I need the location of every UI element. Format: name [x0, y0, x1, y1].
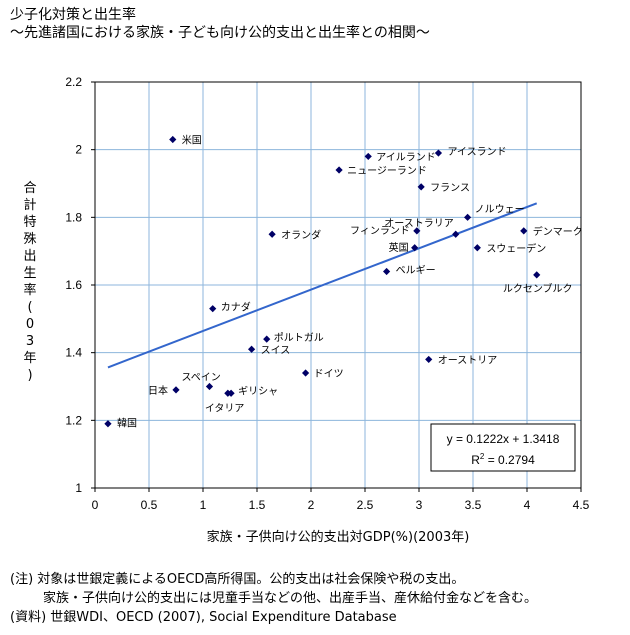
- trendline-equation: y = 0.1222x + 1.3418: [447, 432, 560, 446]
- trendline: [107, 202, 538, 369]
- data-point-label: オーストラリア: [384, 217, 454, 229]
- data-point-marker: [383, 267, 391, 276]
- x-tick-label: 1: [200, 498, 207, 512]
- x-tick-label: 4: [524, 498, 531, 512]
- data-point-marker: [434, 149, 443, 157]
- data-point-marker: [248, 345, 256, 353]
- data-point-label: 日本: [148, 384, 168, 397]
- y-axis-label-char: 生: [23, 266, 37, 281]
- data-point-marker: [473, 244, 481, 252]
- data-point-marker: [205, 382, 214, 391]
- data-point-marker: [172, 386, 180, 394]
- x-tick-label: 3.5: [465, 498, 482, 512]
- y-axis-label-char: 殊: [23, 232, 37, 247]
- y-axis-label-char: 0: [25, 317, 35, 332]
- data-point-label: スペイン: [181, 373, 220, 384]
- data-point-marker: [533, 271, 541, 279]
- data-point-label: アイスランド: [447, 146, 506, 158]
- data-point-label: ルクセンブルク: [503, 282, 573, 295]
- data-point-label: ドイツ: [314, 369, 344, 380]
- x-tick-label: 3: [416, 498, 423, 512]
- data-point-label: ノルウェー: [475, 203, 525, 215]
- y-tick-label: 2: [75, 143, 82, 157]
- notes: (注) 対象は世銀定義によるOECD高所得国。公的支出は社会保険や税の支出。 家…: [10, 570, 537, 627]
- y-axis-label-char: 年: [23, 351, 37, 366]
- data-point-label: カナダ: [221, 301, 251, 314]
- data-point-label: イタリア: [205, 402, 245, 414]
- y-tick-label: 2.2: [65, 75, 82, 89]
- data-point-marker: [411, 244, 419, 252]
- source-note: (資料) 世銀WDI、OECD (2007), Social Expenditu…: [10, 610, 397, 625]
- axis-ticks: 0 0.5 1 1.5 2 2.5 3 3.5 4 4.5 1 1.2 1.4 1.6 1.8 2 2.2: [65, 75, 589, 512]
- data-point-label: ベルギー: [396, 264, 436, 276]
- data-point-marker: [520, 227, 528, 235]
- data-point-marker: [268, 230, 276, 238]
- data-point-label: ギリシャ: [238, 385, 278, 397]
- y-axis-label-char: 率: [23, 283, 37, 298]
- y-axis-label-char: 合: [23, 181, 37, 196]
- y-axis-label-char: 計: [23, 198, 37, 213]
- data-point-marker: [263, 335, 271, 343]
- y-tick-label: 1.6: [65, 278, 82, 292]
- data-point-label: デンマーク: [533, 225, 583, 238]
- y-axis-label-char: 特: [23, 215, 37, 230]
- data-point-label: ポルトガル: [274, 332, 324, 344]
- data-point-label: フィンランド: [350, 225, 410, 237]
- data-point-label: ニュージーランド: [347, 165, 427, 177]
- x-tick-label: 0.5: [141, 498, 158, 512]
- data-point-marker: [224, 389, 232, 397]
- data-point-marker: [104, 420, 112, 428]
- x-tick-label: 4.5: [573, 498, 590, 512]
- x-axis-label: 家族・子供向け公的支出対GDP(%)(2003年): [207, 529, 470, 545]
- y-axis-label-char: 出: [23, 249, 37, 264]
- x-tick-label: 1.5: [249, 498, 266, 512]
- y-tick-label: 1.8: [65, 210, 82, 224]
- data-point-marker: [335, 166, 343, 174]
- data-point-label: スウェーデン: [486, 242, 546, 255]
- data-point-marker: [413, 227, 421, 235]
- y-axis-label-char: (: [27, 300, 33, 315]
- note-2: 家族・子供向け公的支出には児童手当などの他、出産手当、産休給付金などを含む。: [43, 591, 538, 606]
- x-tick-label: 0: [92, 498, 99, 512]
- trendline-group: [107, 202, 538, 369]
- chart-subtitle: ～先進諸国における家族・子ども向け公的支出と出生率との相関～: [10, 25, 430, 41]
- data-point-label: 英国: [389, 241, 409, 254]
- data-point-marker: [452, 230, 460, 238]
- data-point-marker: [464, 213, 472, 221]
- data-point-label: フランス: [430, 182, 470, 194]
- data-point-label: 米国: [182, 134, 202, 147]
- data-point-marker: [302, 369, 310, 377]
- note-1: (注) 対象は世銀定義によるOECD高所得国。公的支出は社会保険や税の支出。: [10, 572, 465, 587]
- data-point-label: スイス: [261, 345, 291, 356]
- data-point-marker: [425, 355, 433, 364]
- x-tick-label: 2: [308, 498, 315, 512]
- y-tick-label: 1.2: [65, 413, 82, 427]
- y-tick-label: 1.4: [65, 346, 82, 360]
- data-point-marker: [169, 135, 177, 144]
- y-tick-label: 1: [75, 481, 82, 495]
- data-point-label: オーストリア: [438, 354, 498, 366]
- x-tick-label: 2.5: [357, 498, 374, 512]
- y-axis-label: 合計特殊出生率 (0 3 年): [22, 180, 38, 384]
- data-point-marker: [417, 183, 425, 191]
- equation-box: y = 0.1222x + 1.3418 R2 = 0.2794: [430, 423, 576, 472]
- data-point-label: 韓国: [117, 418, 137, 430]
- r-squared: R2 = 0.2794: [471, 452, 535, 467]
- data-point-label: アイルランド: [376, 151, 436, 163]
- data-point-marker: [209, 305, 217, 313]
- y-axis-label-char: ): [27, 368, 33, 383]
- y-axis-label-char: 3: [25, 334, 35, 349]
- chart-title: 少子化対策と出生率: [10, 7, 136, 23]
- data-point-label: オランダ: [281, 228, 321, 241]
- data-point-marker: [364, 152, 372, 161]
- scatter-chart: 0 0.5 1 1.5 2 2.5 3 3.5 4 4.5 1 1.2 1.4 1.6 1.8 2 2.2 米国…: [65, 75, 589, 545]
